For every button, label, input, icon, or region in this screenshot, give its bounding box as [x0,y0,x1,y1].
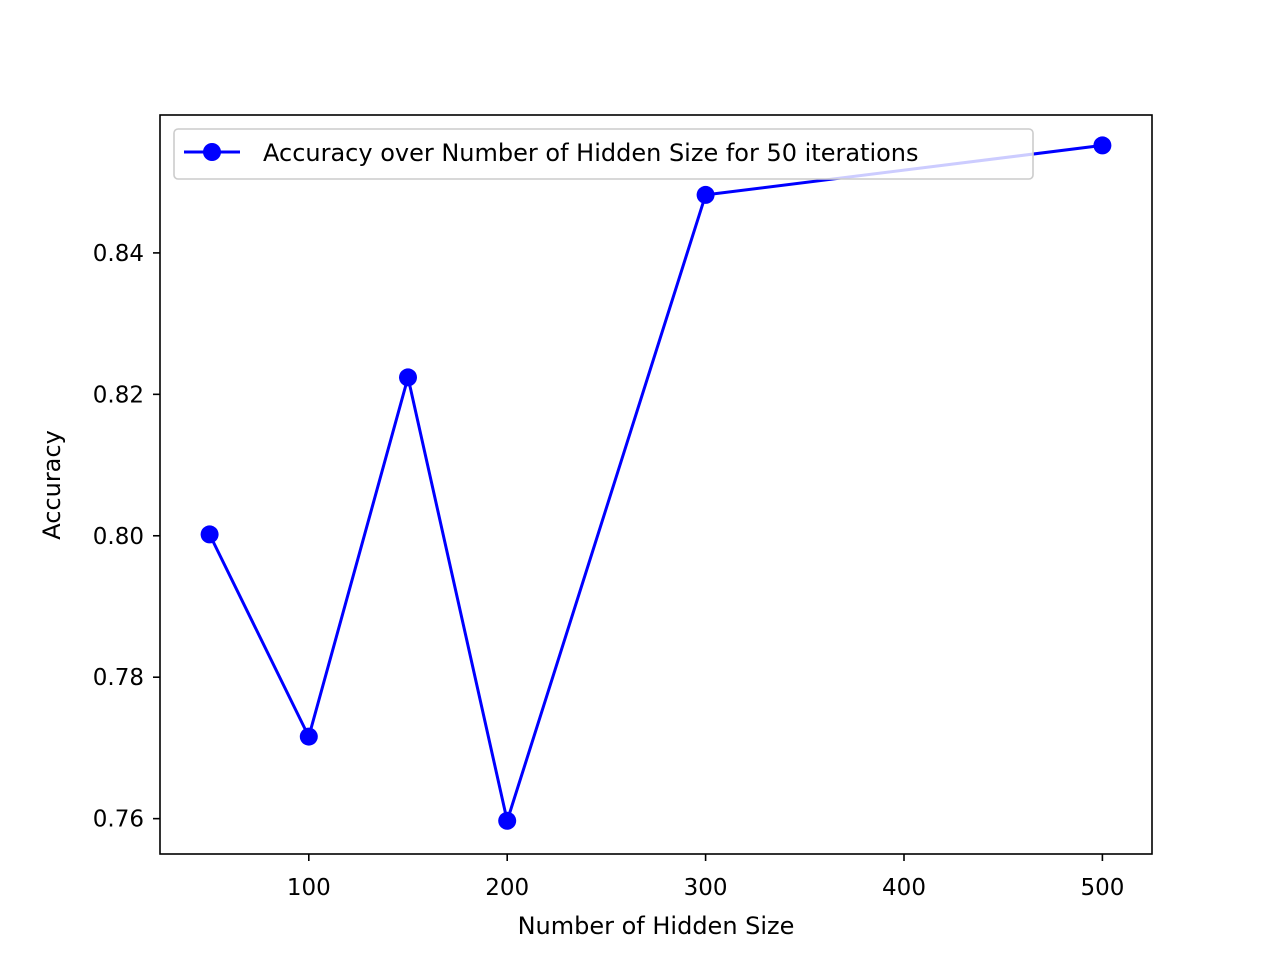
data-point [696,185,715,204]
y-axis-label: Accuracy [38,430,66,540]
y-tick-label: 0.76 [93,807,144,833]
x-axis-ticks: 100 200 300 400 500 [287,854,1124,901]
y-axis-ticks: 0.76 0.78 0.80 0.82 0.84 [93,241,160,833]
x-axis-label: Number of Hidden Size [518,912,795,940]
y-tick-label: 0.82 [93,382,144,408]
legend-label: Accuracy over Number of Hidden Size for … [263,139,919,167]
legend-box [173,128,1034,180]
data-point [200,525,219,544]
legend: Accuracy over Number of Hidden Size for … [173,128,1034,180]
y-tick-label: 0.78 [93,665,144,691]
x-tick-label: 400 [882,875,926,901]
data-point [299,727,318,746]
x-tick-label: 200 [485,875,529,901]
y-tick-label: 0.84 [93,241,144,267]
x-tick-label: 100 [287,875,331,901]
y-tick-label: 0.80 [93,524,144,550]
axes-frame [159,114,1153,855]
data-layer [200,136,1112,830]
plot-area [160,115,1152,854]
data-point [399,368,417,387]
axes-background [160,115,1152,854]
data-point [1093,136,1112,155]
legend-point-marker [203,143,221,161]
x-tick-label: 500 [1080,875,1124,901]
data-point [498,811,517,830]
x-tick-label: 300 [684,875,728,901]
series-line [208,143,1103,823]
axes-border [159,114,1153,855]
